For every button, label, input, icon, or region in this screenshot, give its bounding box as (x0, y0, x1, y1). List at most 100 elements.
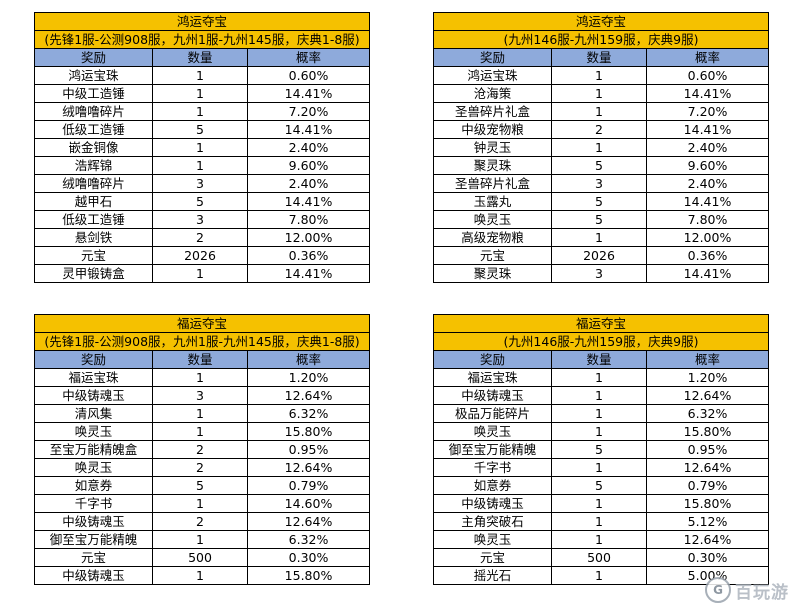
probability-cell: 0.30% (246, 548, 371, 567)
quantity-cell: 2 (152, 512, 248, 531)
reward-cell: 中级铸魂玉 (34, 386, 153, 405)
probability-cell: 14.41% (246, 120, 371, 139)
quantity-cell: 2026 (152, 246, 248, 265)
reward-cell: 浩辉锦 (34, 156, 153, 175)
quantity-cell: 1 (152, 368, 248, 387)
table-row: 中级工造锤 1 14.41% (34, 84, 371, 103)
reward-cell: 中级铸魂玉 (34, 512, 153, 531)
table-row: 钟灵玉 1 2.40% (433, 138, 770, 157)
column-header-quantity: 数量 (551, 350, 647, 369)
table-row: 高级宠物粮 1 12.00% (433, 228, 770, 247)
probability-cell: 14.41% (246, 84, 371, 103)
reward-cell: 主角突破石 (433, 512, 552, 531)
table-row: 千字书 1 14.60% (34, 494, 371, 513)
table-row: 中级铸魂玉 1 15.80% (433, 494, 770, 513)
reward-cell: 玉露丸 (433, 192, 552, 211)
reward-cell: 沧海策 (433, 84, 552, 103)
quantity-cell: 1 (152, 566, 248, 585)
reward-cell: 唤灵玉 (34, 458, 153, 477)
probability-table: 鸿运夺宝 (先锋1服-公测908服，九州1服-九州145服，庆典1-8服) 奖励 数量… (33, 12, 371, 283)
reward-cell: 福运宝珠 (433, 368, 552, 387)
probability-cell: 12.64% (645, 530, 770, 549)
probability-cell: 7.20% (645, 102, 770, 121)
reward-cell: 中级工造锤 (34, 84, 153, 103)
table-row: 低级工造锤 3 7.80% (34, 210, 371, 229)
quantity-cell: 5 (551, 156, 647, 175)
table-row: 清风集 1 6.32% (34, 404, 371, 423)
quantity-cell: 1 (152, 264, 248, 283)
table-subtitle: (先锋1服-公测908服，九州1服-九州145服，庆典1-8服) (33, 30, 371, 49)
table-row: 唤灵玉 2 12.64% (34, 458, 371, 477)
reward-cell: 千字书 (433, 458, 552, 477)
table-row: 元宝 500 0.30% (34, 548, 371, 567)
watermark-text: 百玩游 (735, 582, 789, 603)
probability-cell: 9.60% (645, 156, 770, 175)
reward-cell: 聚灵珠 (433, 264, 552, 283)
probability-cell: 6.32% (246, 404, 371, 423)
reward-cell: 元宝 (433, 548, 552, 567)
probability-cell: 12.00% (645, 228, 770, 247)
reward-cell: 极品万能碎片 (433, 404, 552, 423)
probability-cell: 12.64% (645, 458, 770, 477)
quantity-cell: 1 (152, 422, 248, 441)
probability-cell: 6.32% (246, 530, 371, 549)
watermark-logo-icon: G (705, 577, 731, 603)
probability-cell: 12.64% (246, 386, 371, 405)
quantity-cell: 2 (152, 228, 248, 247)
probability-cell: 12.64% (246, 458, 371, 477)
probability-cell: 14.60% (246, 494, 371, 513)
column-header-reward: 奖励 (34, 48, 153, 67)
probability-cell: 0.79% (645, 476, 770, 495)
reward-cell: 福运宝珠 (34, 368, 153, 387)
table-row: 至宝万能精魄盒 2 0.95% (34, 440, 371, 459)
table-panel-bottom-left: 福运夺宝 (先锋1服-公测908服，九州1服-九州145服，庆典1-8服) 奖励 数量… (33, 314, 371, 585)
watermark: G 百玩游 (705, 575, 797, 605)
reward-cell: 灵甲锻铸盒 (34, 264, 153, 283)
column-header-probability: 概率 (645, 48, 770, 67)
column-header-quantity: 数量 (152, 350, 248, 369)
table-row: 福运宝珠 1 1.20% (433, 368, 770, 387)
reward-cell: 低级工造锤 (34, 120, 153, 139)
table-row: 聚灵珠 3 14.41% (433, 264, 770, 283)
quantity-cell: 3 (152, 174, 248, 193)
quantity-cell: 1 (551, 368, 647, 387)
table-subtitle: (先锋1服-公测908服，九州1服-九州145服，庆典1-8服) (33, 332, 371, 351)
table-row: 唤灵玉 1 15.80% (433, 422, 770, 441)
table-row: 灵甲锻铸盒 1 14.41% (34, 264, 371, 283)
reward-cell: 唤灵玉 (34, 422, 153, 441)
probability-cell: 0.36% (246, 246, 371, 265)
table-title: 鸿运夺宝 (432, 12, 770, 31)
probability-table: 鸿运夺宝 (九州146服-九州159服，庆典9服) 奖励 数量 概率 鸿运宝珠 1 0.60%… (432, 12, 770, 283)
reward-cell: 圣兽碎片礼盒 (433, 102, 552, 121)
probability-cell: 12.64% (246, 512, 371, 531)
probability-cell: 14.41% (246, 192, 371, 211)
probability-table: 福运夺宝 (先锋1服-公测908服，九州1服-九州145服，庆典1-8服) 奖励 数量… (33, 314, 371, 585)
probability-cell: 7.20% (246, 102, 371, 121)
table-row: 御至宝万能精魄 1 6.32% (34, 530, 371, 549)
table-row: 元宝 2026 0.36% (433, 246, 770, 265)
probability-cell: 2.40% (246, 174, 371, 193)
table-row: 中级铸魂玉 1 12.64% (433, 386, 770, 405)
probability-cell: 12.00% (246, 228, 371, 247)
reward-cell: 唤灵玉 (433, 422, 552, 441)
probability-cell: 12.64% (645, 386, 770, 405)
quantity-cell: 1 (551, 66, 647, 85)
reward-cell: 御至宝万能精魄 (433, 440, 552, 459)
reward-cell: 摇光石 (433, 566, 552, 585)
reward-cell: 聚灵珠 (433, 156, 552, 175)
column-header-quantity: 数量 (551, 48, 647, 67)
quantity-cell: 5 (551, 192, 647, 211)
table-row: 福运宝珠 1 1.20% (34, 368, 371, 387)
probability-cell: 2.40% (645, 138, 770, 157)
table-title: 福运夺宝 (432, 314, 770, 333)
table-row: 极品万能碎片 1 6.32% (433, 404, 770, 423)
reward-cell: 鸿运宝珠 (433, 66, 552, 85)
table-row: 玉露丸 5 14.41% (433, 192, 770, 211)
probability-cell: 15.80% (246, 566, 371, 585)
probability-table: 福运夺宝 (九州146服-九州159服，庆典9服) 奖励 数量 概率 福运宝珠 1 1.20%… (432, 314, 770, 585)
quantity-cell: 5 (551, 440, 647, 459)
table-row: 低级工造锤 5 14.41% (34, 120, 371, 139)
quantity-cell: 2 (152, 458, 248, 477)
quantity-cell: 1 (551, 530, 647, 549)
table-row: 如意券 5 0.79% (34, 476, 371, 495)
